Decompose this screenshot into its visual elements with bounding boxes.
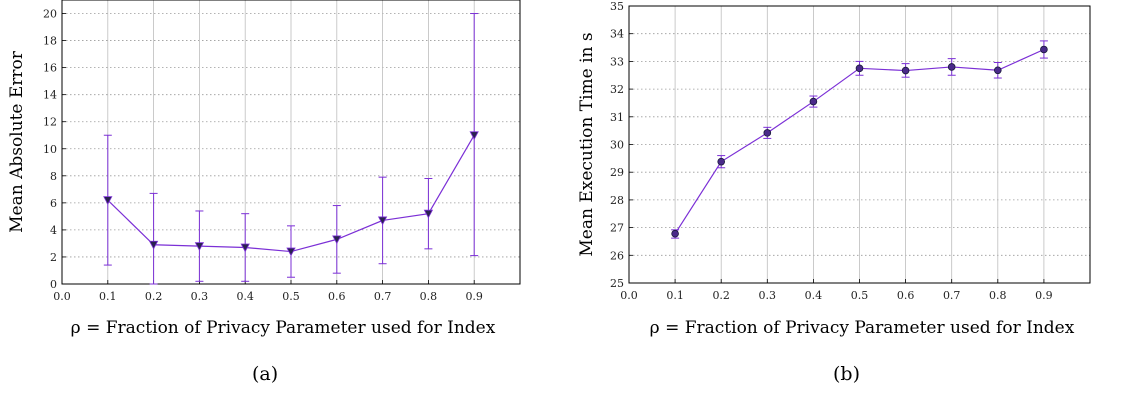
chart-b: 25 26 27 28 29 30 31 32 33 34 35 0.0 0.1 0.2 0.3 0.4 0.5…: [577, 0, 1091, 338]
y-tick-label: 26: [610, 249, 624, 262]
data-point: [103, 196, 113, 206]
y-tick-label: 34: [610, 28, 624, 41]
y-tick-label: 12: [43, 116, 57, 129]
y-tick-label: 6: [50, 197, 57, 210]
data-point: [809, 97, 818, 106]
x-tick-label: 0.5: [282, 290, 300, 303]
y-tick-label: 33: [610, 55, 624, 68]
caption-a: (a): [252, 363, 279, 385]
y-tick-label: 29: [610, 166, 624, 179]
x-tick-label: 0.1: [99, 290, 117, 303]
y-tick-label: 10: [43, 143, 57, 156]
data-point: [717, 157, 725, 166]
x-tick-label: 0.6: [328, 290, 346, 303]
data-point: [855, 64, 864, 73]
data-point: [947, 63, 956, 71]
x-tick-label: 0.4: [805, 289, 823, 302]
y-tick-label: 28: [610, 194, 624, 207]
x-tick-label: 0.9: [1035, 289, 1053, 302]
data-point: [901, 66, 910, 75]
y-tick-label: 0: [50, 278, 57, 291]
x-tick-label: 0.2: [145, 290, 163, 303]
data-point: [194, 242, 205, 251]
data-point: [671, 229, 679, 238]
data-point: [148, 240, 159, 250]
y-tick-label: 2: [50, 251, 57, 264]
chart-a: 0 2 4 6 8 10 12 14 16 18 20 0.0 0.1 0.2 0.3 0.4 0.5 0.6 0.…: [7, 0, 521, 338]
y-tick-label: 4: [50, 224, 57, 237]
y-tick-label: 16: [43, 62, 57, 75]
x-tick-label: 0.7: [374, 290, 392, 303]
plot-frame: [628, 5, 1091, 284]
x-tick-label: 0.1: [666, 289, 684, 302]
data-point: [469, 131, 479, 141]
y-axis-label: Mean Execution Time in s: [577, 32, 597, 256]
x-tick-label: 0.0: [53, 290, 71, 303]
data-point: [240, 243, 250, 253]
y-tick-label: 18: [43, 35, 57, 48]
x-tick-label: 0.7: [943, 289, 961, 302]
data-point: [332, 235, 342, 245]
x-tick-label: 0.6: [897, 289, 915, 302]
y-tick-label: 32: [610, 83, 624, 96]
y-tick-label: 35: [610, 0, 624, 13]
y-axis-label: Mean Absolute Error: [7, 50, 27, 233]
data-point: [377, 216, 388, 226]
data-point: [423, 209, 434, 219]
x-axis-label: ρ = Fraction of Privacy Parameter used f…: [650, 318, 1075, 338]
data-point: [286, 247, 296, 257]
y-tick-label: 25: [610, 277, 624, 290]
x-tick-label: 0.3: [191, 290, 209, 303]
x-tick-label: 0.9: [465, 290, 483, 303]
plot-frame: [61, 0, 521, 285]
y-tick-label: 8: [50, 170, 57, 183]
x-tick-label: 0.2: [712, 289, 730, 302]
y-tick-label: 30: [610, 139, 624, 152]
caption-b: (b): [833, 363, 860, 385]
x-tick-label: 0.8: [420, 290, 438, 303]
x-tick-label: 0.5: [851, 289, 869, 302]
y-tick-label: 27: [610, 222, 624, 235]
y-tick-label: 31: [610, 111, 624, 124]
x-axis-label: ρ = Fraction of Privacy Parameter used f…: [71, 318, 496, 338]
data-point: [1040, 45, 1048, 54]
x-tick-label: 0.4: [236, 290, 254, 303]
y-tick-label: 20: [43, 8, 57, 21]
x-tick-label: 0.3: [759, 289, 777, 302]
x-tick-label: 0.0: [620, 289, 638, 302]
data-point: [763, 129, 772, 137]
x-tick-label: 0.8: [989, 289, 1007, 302]
y-tick-label: 14: [43, 89, 57, 102]
data-point: [993, 66, 1002, 75]
